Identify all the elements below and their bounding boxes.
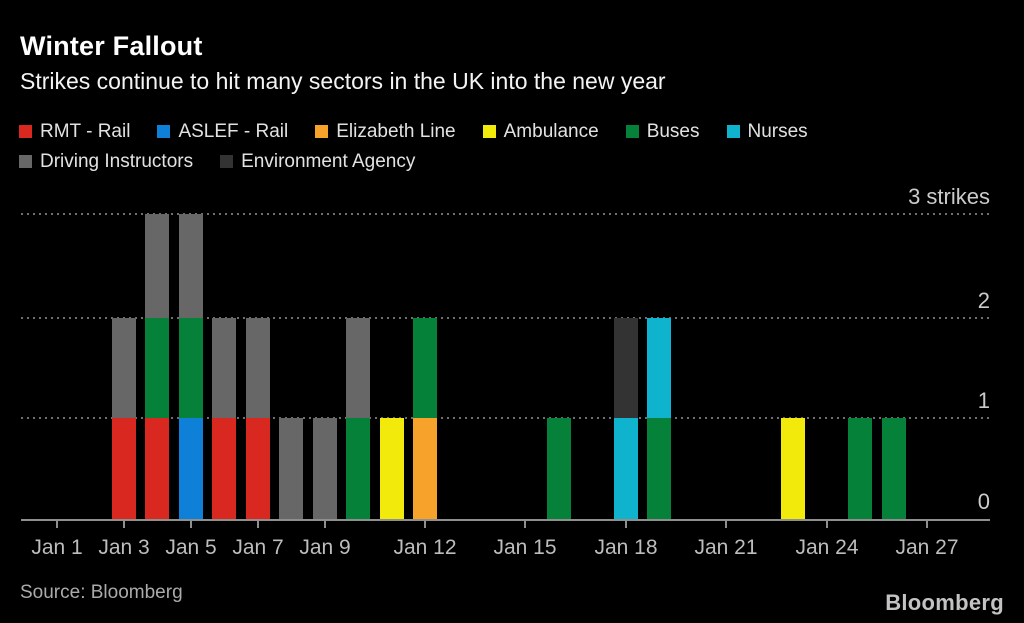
legend-label: Nurses — [747, 120, 808, 142]
legend-item-nurses: Nurses — [726, 120, 808, 143]
bar-jan-26-segment-buses — [882, 418, 906, 519]
legend-label: Buses — [646, 120, 700, 142]
legend-item-buses: Buses — [625, 120, 700, 143]
legend-swatch-icon — [19, 155, 32, 168]
gridline-2 — [21, 317, 990, 319]
bar-jan-7-segment-rmt-rail — [246, 418, 270, 519]
legend-swatch-icon — [157, 125, 171, 138]
bar-jan-11-segment-ambulance — [380, 418, 404, 519]
x-axis-tick-jan-1 — [56, 521, 58, 528]
legend-item-elizabeth-line: Elizabeth Line — [315, 120, 456, 143]
x-axis-label-jan-9: Jan 9 — [299, 536, 351, 559]
x-axis-label-jan-15: Jan 15 — [493, 536, 557, 559]
legend-swatch-icon — [625, 125, 639, 138]
legend-label: ASLEF - Rail — [178, 120, 289, 142]
legend-label: RMT - Rail — [40, 120, 131, 142]
bar-jan-19-segment-nurses — [647, 318, 671, 418]
chart-title: Winter Fallout — [20, 31, 203, 61]
x-axis-tick-jan-12 — [424, 521, 426, 528]
legend-row-2: Driving Instructors Environment Agency — [19, 147, 808, 176]
x-axis-label-jan-7: Jan 7 — [232, 536, 284, 559]
legend-swatch-icon — [19, 125, 32, 138]
y-axis-label-3: 3 strikes — [908, 184, 990, 209]
bar-jan-5-segment-driving-instructors — [179, 214, 203, 318]
legend-swatch-icon — [482, 125, 496, 138]
bar-jan-19-segment-buses — [647, 418, 671, 519]
x-axis-tick-jan-3 — [123, 521, 125, 528]
bar-jan-18-segment-nurses — [614, 418, 638, 519]
legend: RMT - Rail ASLEF - Rail Elizabeth Line Ambu… — [19, 117, 808, 176]
bar-jan-16-segment-buses — [547, 418, 571, 519]
legend-item-driving-instructors: Driving Instructors — [19, 151, 193, 173]
bar-jan-4-segment-driving-instructors — [145, 214, 169, 318]
gridline-1 — [21, 417, 990, 419]
y-axis-label-2: 2 — [977, 288, 990, 313]
legend-swatch-icon — [315, 125, 329, 138]
bar-jan-4-segment-buses — [145, 318, 169, 418]
bar-jan-5-segment-buses — [179, 318, 203, 418]
bar-jan-10-segment-driving-instructors — [346, 318, 370, 418]
bar-jan-8-segment-driving-instructors — [279, 418, 303, 519]
bar-jan-10-segment-buses — [346, 418, 370, 519]
gridline-3 — [21, 213, 990, 215]
x-axis-tick-jan-9 — [324, 521, 326, 528]
x-axis-tick-jan-15 — [524, 521, 526, 528]
x-axis-tick-jan-5 — [190, 521, 192, 528]
legend-item-rmt-rail: RMT - Rail — [19, 121, 130, 143]
legend-item-ambulance: Ambulance — [482, 120, 599, 143]
bloomberg-logo: Bloomberg — [885, 590, 1004, 615]
bar-jan-9-segment-driving-instructors — [313, 418, 337, 519]
x-axis-line — [21, 519, 990, 521]
legend-swatch-icon — [726, 125, 740, 138]
legend-label: Driving Instructors — [40, 150, 194, 172]
x-axis-tick-jan-27 — [926, 521, 928, 528]
legend-label: Elizabeth Line — [336, 120, 456, 142]
legend-item-aslef-rail: ASLEF - Rail — [157, 121, 288, 143]
legend-label: Ambulance — [503, 120, 599, 142]
bar-jan-12-segment-elizabeth-line — [413, 418, 437, 519]
chart-subtitle: Strikes continue to hit many sectors in … — [20, 68, 666, 94]
bar-jan-3-segment-driving-instructors — [112, 318, 136, 418]
legend-label: Environment Agency — [241, 150, 416, 172]
x-axis-label-jan-18: Jan 18 — [594, 536, 658, 559]
x-axis-label-jan-24: Jan 24 — [795, 536, 859, 559]
bar-jan-6-segment-driving-instructors — [212, 318, 236, 418]
bar-jan-3-segment-rmt-rail — [112, 418, 136, 519]
bar-jan-18-segment-environment-agency — [614, 318, 638, 418]
x-axis-label-jan-21: Jan 21 — [694, 536, 758, 559]
legend-row-1: RMT - Rail ASLEF - Rail Elizabeth Line Ambu… — [19, 117, 808, 146]
x-axis-tick-jan-7 — [257, 521, 259, 528]
x-axis-label-jan-12: Jan 12 — [393, 536, 457, 559]
y-axis-label-0: 0 — [977, 489, 990, 514]
legend-swatch-icon — [220, 155, 234, 168]
legend-item-environment-agency: Environment Agency — [220, 151, 415, 173]
y-axis-label-1: 1 — [977, 388, 990, 413]
bar-jan-4-segment-rmt-rail — [145, 418, 169, 519]
x-axis-label-jan-1: Jan 1 — [31, 536, 83, 559]
bar-jan-5-segment-aslef-rail — [179, 418, 203, 519]
x-axis-label-jan-5: Jan 5 — [165, 536, 217, 559]
x-axis-tick-jan-18 — [625, 521, 627, 528]
x-axis-label-jan-3: Jan 3 — [98, 536, 150, 559]
bar-jan-7-segment-driving-instructors — [246, 318, 270, 418]
bar-jan-23-segment-ambulance — [781, 418, 805, 519]
bar-jan-12-segment-buses — [413, 318, 437, 418]
x-axis-tick-jan-24 — [826, 521, 828, 528]
bar-jan-6-segment-rmt-rail — [212, 418, 236, 519]
source-note: Source: Bloomberg — [20, 582, 183, 603]
x-axis-tick-jan-21 — [725, 521, 727, 528]
x-axis-label-jan-27: Jan 27 — [895, 536, 959, 559]
bar-jan-25-segment-buses — [848, 418, 872, 519]
